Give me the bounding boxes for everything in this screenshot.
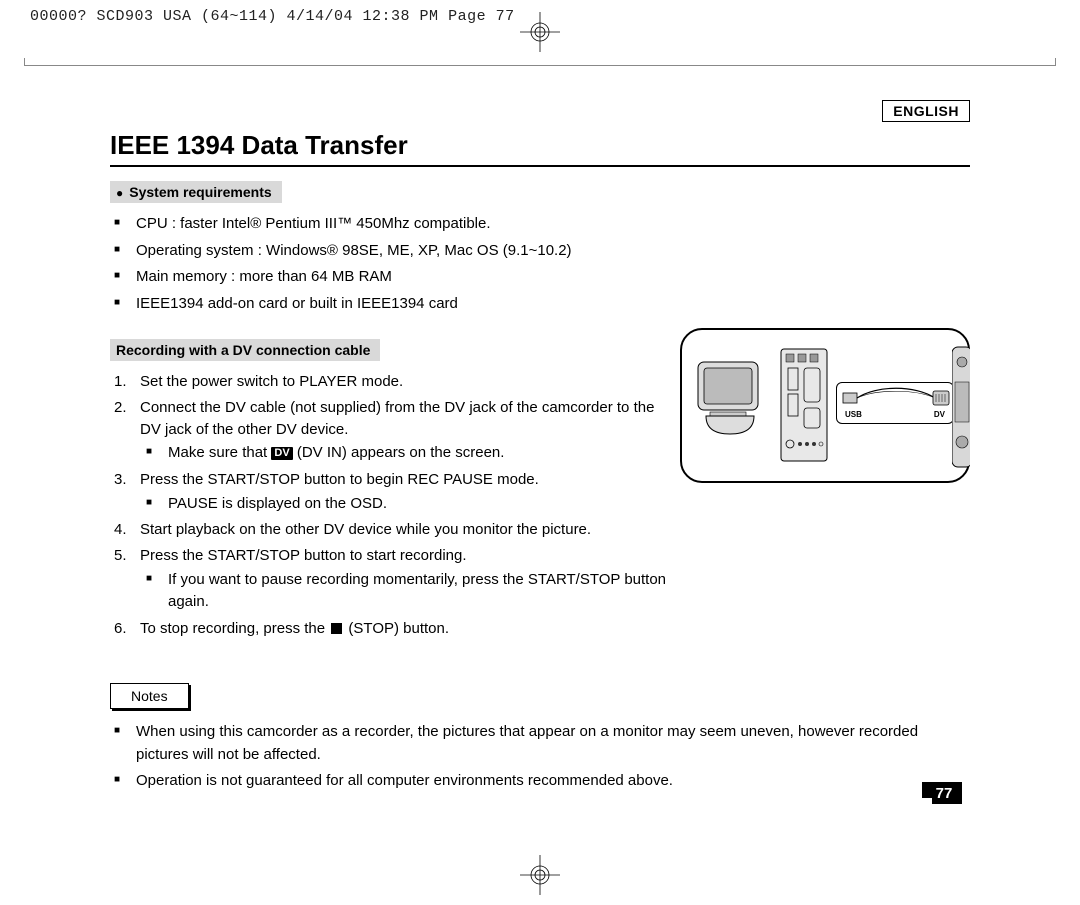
registration-mark-bottom bbox=[520, 855, 560, 895]
note-item: When using this camcorder as a recorder,… bbox=[114, 721, 950, 766]
step-sub-text: Make sure that bbox=[168, 444, 271, 461]
language-box: ENGLISH bbox=[882, 100, 970, 122]
sysreq-item: Operating system : Windows® 98SE, ME, XP… bbox=[114, 240, 970, 263]
notes-heading: Notes bbox=[110, 683, 189, 709]
note-item: Operation is not guaranteed for all comp… bbox=[114, 770, 950, 793]
step-item: Press the START/STOP button to start rec… bbox=[114, 545, 670, 614]
page-title: IEEE 1394 Data Transfer bbox=[110, 130, 970, 167]
usb-label: USB bbox=[845, 410, 862, 419]
printer-metadata: 00000? SCD903 USA (64~114) 4/14/04 12:38… bbox=[30, 8, 515, 25]
step-text: (STOP) button. bbox=[344, 620, 449, 637]
dv-label: DV bbox=[934, 410, 945, 419]
monitor-icon bbox=[696, 360, 766, 435]
step-text: Press the START/STOP button to start rec… bbox=[140, 547, 467, 564]
page-content: ENGLISH IEEE 1394 Data Transfer System r… bbox=[110, 100, 970, 797]
step-text: Press the START/STOP button to begin REC… bbox=[140, 471, 539, 488]
sysreq-heading: System requirements bbox=[110, 181, 282, 203]
step-item: Set the power switch to PLAYER mode. bbox=[114, 371, 670, 393]
sysreq-list: CPU : faster Intel® Pentium III™ 450Mhz … bbox=[110, 213, 970, 315]
step-sub-text: (DV IN) appears on the screen. bbox=[293, 444, 505, 461]
registration-mark-top bbox=[520, 12, 560, 52]
recording-heading: Recording with a DV connection cable bbox=[110, 339, 380, 361]
step-sub-item: Make sure that DV (DV IN) appears on the… bbox=[146, 442, 670, 465]
dv-badge-icon: DV bbox=[271, 447, 292, 460]
sysreq-item: IEEE1394 add-on card or built in IEEE139… bbox=[114, 293, 970, 316]
page-number-text: 77 bbox=[936, 785, 953, 802]
recording-steps: Set the power switch to PLAYER mode. Con… bbox=[110, 371, 670, 639]
step-item: Press the START/STOP button to begin REC… bbox=[114, 469, 670, 515]
notes-list: When using this camcorder as a recorder,… bbox=[110, 721, 950, 793]
pc-tower-icon bbox=[780, 348, 828, 463]
step-item: Connect the DV cable (not supplied) from… bbox=[114, 397, 670, 465]
camcorder-icon bbox=[952, 342, 970, 472]
connection-illustration: USB DV bbox=[680, 328, 970, 483]
sysreq-item: CPU : faster Intel® Pentium III™ 450Mhz … bbox=[114, 213, 970, 236]
step-item: To stop recording, press the (STOP) butt… bbox=[114, 618, 670, 640]
page-number: 77 bbox=[922, 782, 970, 817]
step-item: Start playback on the other DV device wh… bbox=[114, 519, 670, 541]
step-sub-item: If you want to pause recording momentari… bbox=[146, 569, 670, 614]
step-sub-item: PAUSE is displayed on the OSD. bbox=[146, 493, 670, 516]
step-text: To stop recording, press the bbox=[140, 620, 329, 637]
sysreq-item: Main memory : more than 64 MB RAM bbox=[114, 266, 970, 289]
step-text: Connect the DV cable (not supplied) from… bbox=[140, 399, 654, 438]
stop-square-icon bbox=[331, 623, 342, 634]
cable-box: USB DV bbox=[836, 382, 954, 424]
